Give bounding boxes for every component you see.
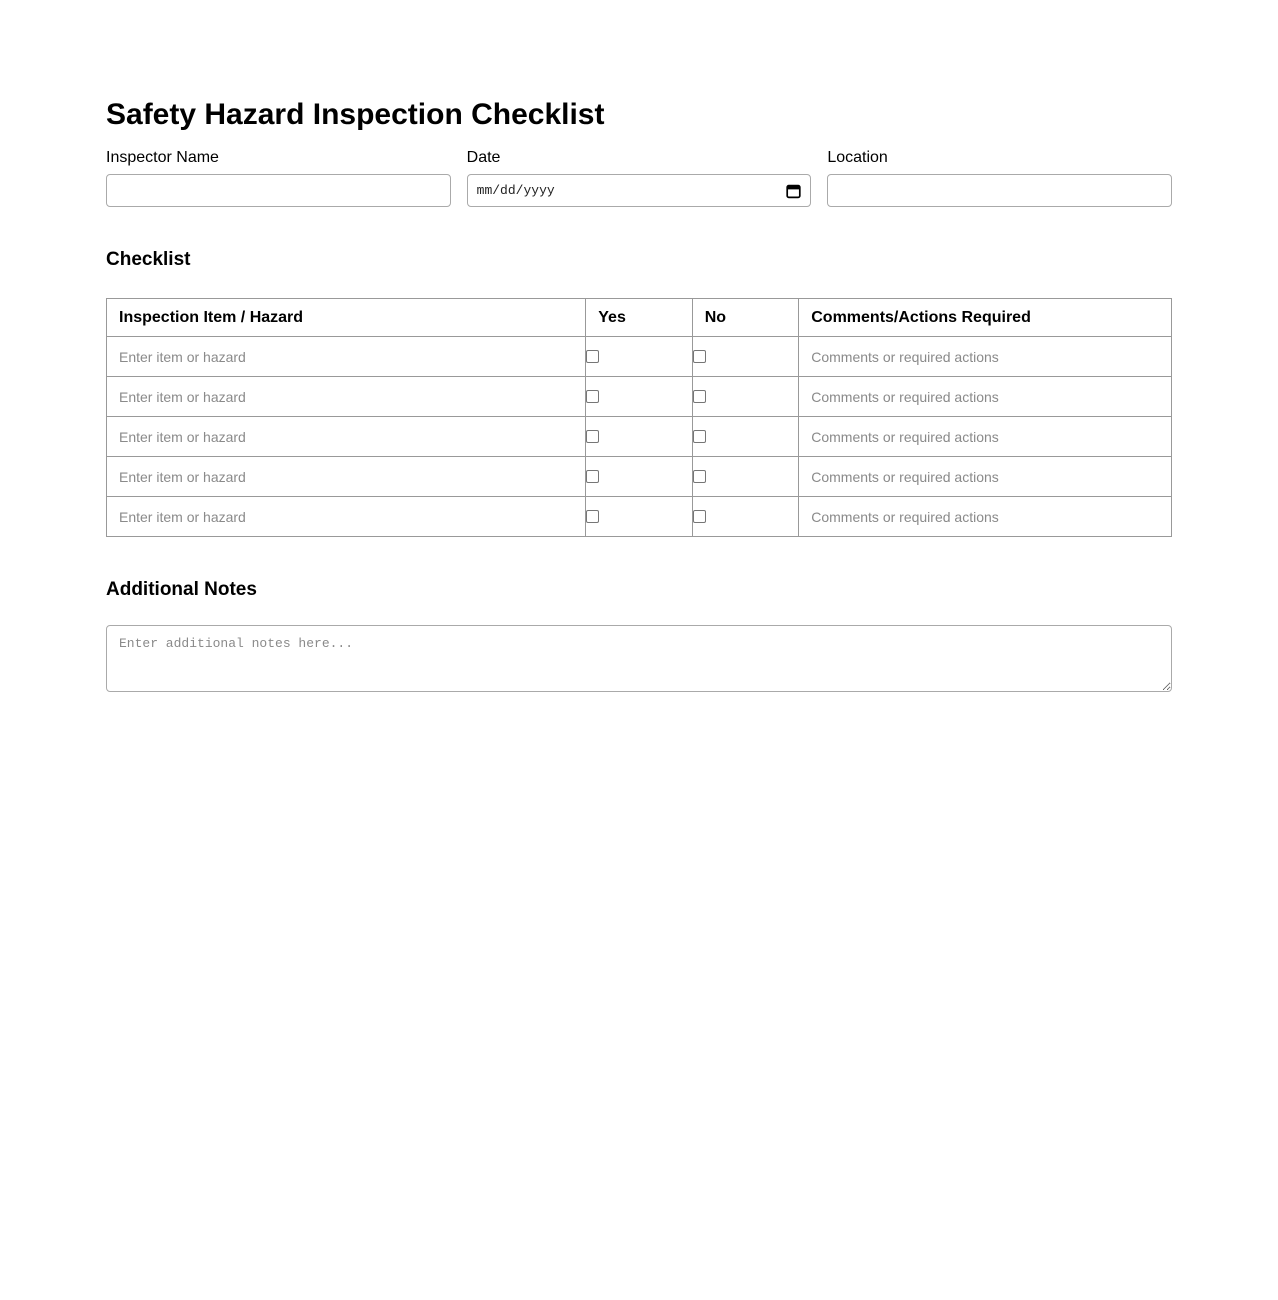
calendar-icon[interactable]	[785, 183, 801, 199]
header-comments: Comments/Actions Required	[798, 298, 1172, 337]
additional-notes-textarea[interactable]	[106, 625, 1172, 692]
comments-input-row-4[interactable]	[799, 457, 1171, 496]
table-row	[105, 336, 1172, 377]
header-inspection-item: Inspection Item / Hazard	[105, 298, 587, 337]
date-input-wrapper[interactable]	[466, 174, 812, 207]
table-row	[105, 416, 1172, 457]
header-no: No	[691, 298, 800, 337]
yes-checkbox-row-1[interactable]	[586, 350, 600, 363]
additional-notes-heading: Additional Notes	[106, 579, 257, 600]
location-input[interactable]	[827, 174, 1172, 207]
yes-checkbox-row-3[interactable]	[586, 430, 600, 443]
no-checkbox-row-2[interactable]	[692, 390, 706, 403]
comments-input-row-1[interactable]	[799, 337, 1171, 376]
date-label: Date	[466, 149, 501, 166]
comments-input-row-3[interactable]	[799, 417, 1171, 456]
no-checkbox-row-1[interactable]	[692, 350, 706, 363]
yes-checkbox-row-4[interactable]	[586, 470, 600, 483]
item-input-row-2[interactable]	[107, 377, 586, 416]
location-field: Location	[827, 149, 1172, 207]
date-field: Date	[466, 149, 812, 207]
inspector-name-label: Inspector Name	[106, 149, 219, 166]
no-checkbox-row-4[interactable]	[692, 470, 706, 483]
item-input-row-1[interactable]	[107, 337, 586, 376]
comments-input-row-5[interactable]	[799, 497, 1171, 536]
form-container: Safety Hazard Inspection Checklist Inspe…	[105, 0, 1172, 692]
checklist-table: Inspection Item / Hazard Yes No Comments…	[105, 298, 1172, 537]
no-checkbox-row-3[interactable]	[692, 430, 706, 443]
page-title: Safety Hazard Inspection Checklist	[106, 98, 605, 131]
inspector-name-field: Inspector Name	[106, 149, 451, 207]
header-yes: Yes	[585, 298, 693, 337]
inspector-name-input[interactable]	[106, 174, 451, 207]
yes-checkbox-row-2[interactable]	[586, 390, 600, 403]
table-row	[105, 496, 1172, 537]
item-input-row-5[interactable]	[107, 497, 586, 536]
no-checkbox-row-5[interactable]	[692, 510, 706, 523]
comments-input-row-2[interactable]	[799, 377, 1171, 416]
table-row	[105, 456, 1172, 497]
header-fields-row: Inspector Name Date Location	[106, 149, 1172, 207]
yes-checkbox-row-5[interactable]	[586, 510, 600, 523]
checklist-heading: Checklist	[106, 249, 191, 270]
table-row	[105, 376, 1172, 417]
location-label: Location	[827, 149, 888, 166]
item-input-row-3[interactable]	[107, 417, 586, 456]
item-input-row-4[interactable]	[107, 457, 586, 496]
date-input[interactable]	[476, 183, 780, 198]
table-header-row: Inspection Item / Hazard Yes No Comments…	[105, 298, 1172, 337]
